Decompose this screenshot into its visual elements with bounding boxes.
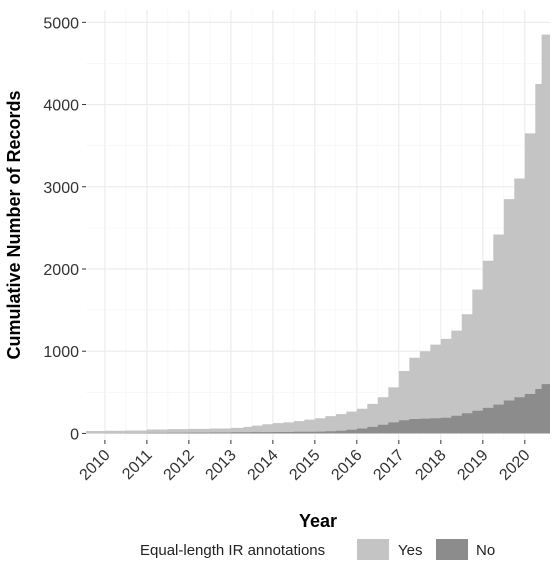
legend-swatch-no xyxy=(436,539,468,560)
y-axis-ticks: 0 1000 2000 3000 4000 5000 xyxy=(43,15,86,443)
legend-label-yes: Yes xyxy=(398,542,422,559)
y-tick-label: 4000 xyxy=(43,98,79,115)
x-tick-label: 2010 xyxy=(77,447,114,484)
legend: Equal-length IR annotations Yes No xyxy=(140,539,495,560)
legend-title: Equal-length IR annotations xyxy=(140,542,325,559)
y-axis-title: Cumulative Number of Records xyxy=(4,90,24,359)
x-tick-label: 2019 xyxy=(454,447,491,484)
y-tick-label: 2000 xyxy=(43,262,79,279)
x-tick-label: 2017 xyxy=(370,447,407,484)
y-tick-label: 1000 xyxy=(43,344,79,361)
x-tick-label: 2018 xyxy=(412,447,449,484)
x-tick-label: 2015 xyxy=(286,447,323,484)
area-series-no xyxy=(86,380,550,434)
x-tick-label: 2016 xyxy=(328,447,365,484)
y-tick-label: 3000 xyxy=(43,180,79,197)
x-tick-label: 2013 xyxy=(203,447,240,484)
x-tick-label: 2020 xyxy=(496,447,533,484)
x-axis-ticks: 2010 2011 2012 2013 2014 2015 2016 2017 2018 2019… xyxy=(77,440,534,484)
stacked-areas xyxy=(86,15,550,434)
area-series-yes xyxy=(86,15,550,434)
legend-label-no: No xyxy=(476,542,495,559)
y-tick-label: 0 xyxy=(70,426,79,443)
y-tick-label: 5000 xyxy=(43,15,79,32)
x-tick-label: 2014 xyxy=(244,447,281,484)
x-axis-title: Year xyxy=(299,511,337,531)
x-tick-label: 2012 xyxy=(161,447,198,484)
legend-swatch-yes xyxy=(357,539,389,560)
x-tick-label: 2011 xyxy=(119,447,155,483)
